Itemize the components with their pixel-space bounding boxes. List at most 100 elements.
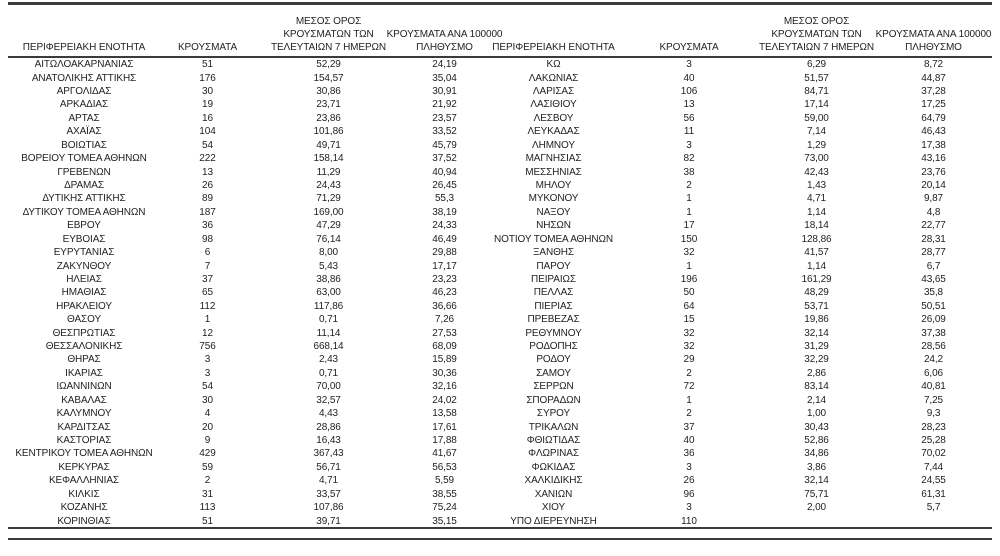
- cell-avg7: 4,71: [806, 193, 827, 205]
- cell-per100k: 35,15: [432, 515, 457, 527]
- column-header-label: ΜΕΣΟΣ ΟΡΟΣ ΚΡΟΥΣΜΑΤΩΝ ΤΩΝ ΤΕΛΕΥΤΑΙΩΝ 7 ΗΜΕ…: [758, 16, 875, 54]
- cell-region: ΗΛΕΙΑΣ: [66, 273, 102, 285]
- table-top-border: [8, 2, 992, 5]
- cell-region: ΑΝΑΤΟΛΙΚΗΣ ΑΤΤΙΚΗΣ: [31, 72, 137, 84]
- table-row: ΘΑΣΟΥ 1 0,71 7,26 ΠΡΕΒΕΖΑΣ 15 19,86 26,09: [8, 313, 992, 326]
- cell-cases: 1: [686, 193, 692, 205]
- cell-avg7: 2,14: [806, 394, 827, 406]
- cell-avg7: 71,29: [316, 193, 341, 205]
- cell-cases: 113: [199, 502, 216, 514]
- cell-per100k: 5,59: [434, 475, 455, 487]
- cell-avg7: 2,86: [806, 367, 827, 379]
- cell-avg7: 56,71: [316, 461, 341, 473]
- cell-region: ΑΡΤΑΣ: [68, 112, 100, 124]
- cell-per100k: 50,51: [921, 300, 946, 312]
- cell-region: ΜΥΚΟΝΟΥ: [528, 193, 579, 205]
- cell-avg7: 7,14: [806, 126, 827, 138]
- column-header-cases-left: ΚΡΟΥΣΜΑΤΑ: [160, 4, 255, 58]
- cell-avg7: 128,86: [801, 233, 832, 245]
- cell-avg7: 367,43: [313, 448, 344, 460]
- cell-per100k: 24,2: [923, 354, 944, 366]
- table-row: ΒΟΡΕΙΟΥ ΤΟΜΕΑ ΑΘΗΝΩΝ 222 158,14 37,52 ΜΑΓΝΗΣ…: [8, 152, 992, 165]
- cell-per100k: 32,16: [432, 381, 457, 393]
- column-header-label: ΚΡΟΥΣΜΑΤΑ: [177, 42, 238, 54]
- table-row: ΒΟΙΩΤΙΑΣ 54 49,71 45,79 ΛΗΜΝΟΥ 3 1,29 17,38: [8, 139, 992, 152]
- cell-per100k: 23,76: [921, 166, 946, 178]
- cell-per100k: 26,45: [432, 180, 457, 191]
- cell-avg7: 2,43: [318, 354, 339, 366]
- cell-cases: 40: [683, 72, 695, 84]
- cell-cases: 13: [202, 166, 213, 178]
- cell-cases: 1: [686, 206, 692, 218]
- cell-avg7: 161,29: [801, 273, 832, 285]
- cell-region: ΡΟΔΟΥ: [536, 354, 571, 366]
- cell-cases: 32: [683, 247, 695, 259]
- cell-cases: 187: [199, 206, 216, 218]
- cell-cases: 98: [202, 233, 213, 245]
- cell-per100k: 35,04: [432, 72, 457, 84]
- column-header-avg7-right: ΜΕΣΟΣ ΟΡΟΣ ΚΡΟΥΣΜΑΤΩΝ ΤΩΝ ΤΕΛΕΥΤΑΙΩΝ 7 ΗΜΕ…: [758, 4, 875, 58]
- table-row: ΚΟΖΑΝΗΣ 113 107,86 75,24 ΧΙΟΥ 3 2,00 5,7: [8, 501, 992, 514]
- cell-per100k: 21,92: [432, 99, 457, 111]
- column-header-label: ΠΕΡΙΦΕΡΕΙΑΚΗ ΕΝΟΤΗΤΑ: [492, 42, 615, 54]
- cell-avg7: 53,71: [804, 300, 829, 312]
- table-row: ΔΡΑΜΑΣ 26 24,43 26,45 ΜΗΛΟΥ 2 1,43 20,14: [8, 179, 992, 192]
- cell-region: ΥΠΟ ΔΙΕΡΕΥΝΗΣΗ: [510, 515, 597, 527]
- table-row: ΚΕΦΑΛΛΗΝΙΑΣ 2 4,71 5,59 ΧΑΛΚΙΔΙΚΗΣ 26 32,14 24,…: [8, 474, 992, 487]
- cell-per100k: 35,8: [923, 287, 944, 299]
- cell-avg7: 75,71: [804, 488, 829, 500]
- cell-avg7: 52,86: [804, 435, 829, 447]
- cell-region: ΘΑΣΟΥ: [66, 314, 102, 326]
- cell-avg7: 24,43: [316, 180, 341, 191]
- cell-per100k: 64,79: [921, 112, 946, 124]
- cell-region: ΛΕΣΒΟΥ: [533, 112, 574, 124]
- cell-cases: 59: [202, 461, 213, 473]
- cell-per100k: 45,79: [432, 139, 457, 151]
- cell-cases: 196: [680, 273, 698, 285]
- cell-cases: 106: [680, 86, 698, 98]
- column-header-label: ΚΡΟΥΣΜΑΤΑ ΑΝΑ 100000 ΠΛΗΘΥΣΜΟ: [875, 29, 992, 54]
- cell-region: ΣΥΡΟΥ: [536, 408, 571, 420]
- cell-per100k: 6,7: [926, 260, 941, 272]
- table-row: ΓΡΕΒΕΝΩΝ 13 11,29 40,94 ΜΕΣΣΗΝΙΑΣ 38 42,43 23,7…: [8, 165, 992, 178]
- cell-avg7: 158,14: [313, 153, 344, 165]
- cell-region: ΙΩΑΝΝΙΝΩΝ: [56, 381, 112, 393]
- cell-cases: 3: [204, 354, 211, 366]
- cell-cases: 54: [202, 381, 213, 393]
- cell-avg7: 0,71: [318, 314, 339, 326]
- cell-region: ΔΥΤΙΚΗΣ ΑΤΤΙΚΗΣ: [42, 193, 126, 205]
- cell-cases: 56: [683, 112, 695, 124]
- column-header-region-left: ΠΕΡΙΦΕΡΕΙΑΚΗ ΕΝΟΤΗΤΑ: [8, 4, 160, 58]
- cell-avg7: 3,86: [806, 461, 827, 473]
- cell-per100k: 46,43: [921, 126, 946, 138]
- cell-per100k: 4,8: [926, 206, 941, 218]
- cell-cases: 82: [683, 153, 695, 165]
- cell-per100k: 41,67: [432, 448, 457, 460]
- cell-cases: 3: [686, 139, 692, 151]
- cell-avg7: 8,00: [318, 247, 339, 259]
- cell-avg7: 16,43: [316, 435, 341, 447]
- cell-region: ΚΩ: [546, 59, 561, 71]
- table-row: ΘΕΣΠΡΩΤΙΑΣ 12 11,14 27,53 ΡΕΘΥΜΝΟΥ 32 32,14 37,…: [8, 326, 992, 339]
- cell-avg7: 1,43: [806, 180, 827, 191]
- cell-cases: 3: [686, 461, 692, 473]
- cell-per100k: 7,44: [923, 461, 944, 473]
- cell-cases: 30: [202, 394, 213, 406]
- cell-region: ΑΡΚΑΔΙΑΣ: [59, 99, 109, 111]
- cell-region: ΗΜΑΘΙΑΣ: [61, 287, 107, 299]
- header-row: ΠΕΡΙΦΕΡΕΙΑΚΗ ΕΝΟΤΗΤΑ ΚΡΟΥΣΜΑΤΑ ΜΕΣΟΣ ΟΡΟΣ Κ…: [8, 4, 992, 58]
- cell-avg7: 31,29: [804, 341, 829, 353]
- column-header-label: ΠΕΡΙΦΕΡΕΙΑΚΗ ΕΝΟΤΗΤΑ: [22, 42, 146, 54]
- table-row: ΘΕΣΣΑΛΟΝΙΚΗΣ 756 668,14 68,09 ΡΟΔΟΠΗΣ 32 31,29…: [8, 340, 992, 353]
- cell-cases: 31: [202, 488, 213, 500]
- cell-region: ΧΙΟΥ: [541, 502, 566, 514]
- cell-per100k: 38,55: [432, 488, 457, 500]
- cell-cases: 6: [204, 247, 211, 259]
- cell-avg7: 32,57: [316, 394, 341, 406]
- cell-region: ΕΒΡΟΥ: [67, 220, 101, 232]
- cell-per100k: 28,31: [921, 233, 946, 245]
- cell-avg7: 4,71: [318, 475, 339, 487]
- column-header-region-right: ΠΕΡΙΦΕΡΕΙΑΚΗ ΕΝΟΤΗΤΑ: [487, 4, 620, 58]
- cell-avg7: 18,14: [804, 220, 829, 232]
- cell-per100k: 24,33: [432, 220, 457, 232]
